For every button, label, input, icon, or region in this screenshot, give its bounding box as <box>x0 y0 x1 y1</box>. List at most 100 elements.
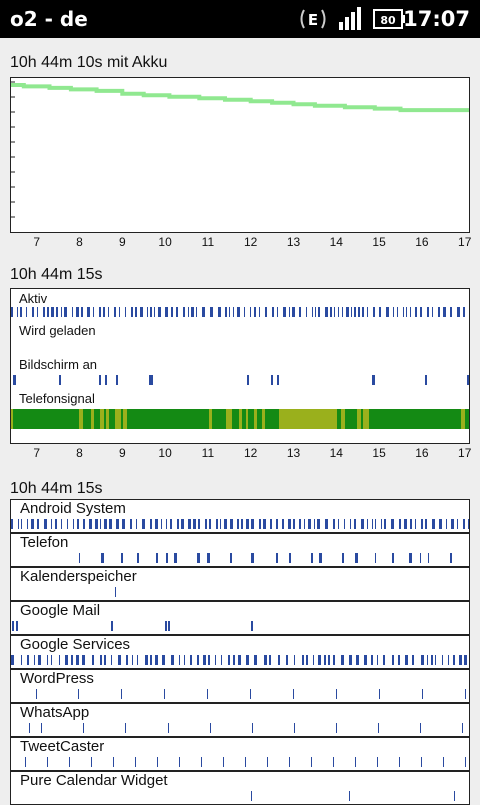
activity-mark <box>306 655 308 665</box>
activity-mark <box>362 307 364 317</box>
activity-mark <box>342 307 343 317</box>
battery-chart-svg <box>11 81 469 218</box>
battery-chart <box>10 77 470 233</box>
activity-mark <box>43 307 45 317</box>
activity-mark <box>44 519 47 529</box>
app-row[interactable]: Telefon <box>10 533 470 567</box>
signal-segment <box>121 409 123 429</box>
activity-mark <box>420 553 421 563</box>
activity-mark <box>18 519 19 529</box>
activity-mark <box>233 307 234 317</box>
clock: 17:07 <box>403 7 470 31</box>
activity-mark <box>51 307 54 317</box>
activity-mark <box>244 307 245 317</box>
app-row[interactable]: Kalenderspeicher <box>10 567 470 601</box>
app-name: WordPress <box>20 670 94 687</box>
activity-mark <box>349 655 352 665</box>
activity-mark <box>333 757 334 767</box>
activity-mark <box>136 519 137 529</box>
activity-mark <box>467 375 469 385</box>
activity-mark <box>443 307 446 317</box>
activity-mark <box>83 723 84 733</box>
activity-mark <box>356 655 359 665</box>
activity-mark <box>289 307 290 317</box>
activity-mark <box>135 307 137 317</box>
app-row[interactable]: WhatsApp <box>10 703 470 737</box>
activity-mark <box>354 519 356 529</box>
activity-mark <box>111 655 112 665</box>
activity-mark <box>259 307 260 317</box>
activity-mark <box>83 519 85 529</box>
activity-mark <box>221 655 222 665</box>
activity-mark <box>383 655 385 665</box>
activity-mark <box>288 519 291 529</box>
activity-mark <box>468 519 469 529</box>
activity-mark <box>233 655 235 665</box>
activity-mark <box>459 655 462 665</box>
x-tick-label: 14 <box>329 235 343 249</box>
app-row[interactable]: Pure Calendar Widget <box>10 771 470 805</box>
signal-segment <box>357 409 361 429</box>
app-activity-track <box>11 621 469 631</box>
activity-mark <box>427 655 428 665</box>
signal-segment <box>109 409 115 429</box>
x-tick-label: 7 <box>33 235 41 249</box>
activity-mark <box>315 307 316 317</box>
activity-mark <box>386 307 389 317</box>
activity-mark <box>11 519 13 529</box>
activity-mark <box>443 757 444 767</box>
activity-mark <box>294 655 295 665</box>
app-row[interactable]: Google Mail <box>10 601 470 635</box>
activity-mark <box>263 519 266 529</box>
activity-mark <box>397 307 398 317</box>
activity-mark <box>254 655 257 665</box>
x-tick-label: 17 <box>458 235 472 249</box>
activity-mark <box>11 655 14 665</box>
activity-mark <box>246 519 249 529</box>
activity-mark <box>100 655 102 665</box>
activity-mark <box>210 723 211 733</box>
activity-mark <box>36 689 37 699</box>
activity-mark <box>177 519 179 529</box>
activity-mark <box>292 307 295 317</box>
activity-mark <box>196 307 197 317</box>
signal-segment <box>115 409 121 429</box>
activity-mark <box>377 757 378 767</box>
activity-mark <box>251 621 253 631</box>
activity-mark <box>168 723 169 733</box>
activity-mark <box>21 655 22 665</box>
signal-segment <box>212 409 226 429</box>
activity-mark <box>21 519 22 529</box>
app-row[interactable]: Google Services <box>10 635 470 669</box>
activity-mark <box>392 655 394 665</box>
activity-mark <box>333 655 335 665</box>
app-row[interactable]: WordPress <box>10 669 470 703</box>
activity-mark <box>109 519 112 529</box>
activity-mark <box>77 519 79 529</box>
activity-mark <box>71 655 73 665</box>
activity-mark <box>241 519 243 529</box>
activity-mark <box>420 307 422 317</box>
activity-mark <box>372 519 373 529</box>
app-row[interactable]: Android System <box>10 499 470 533</box>
activity-mark <box>168 621 170 631</box>
activity-mark <box>142 519 145 529</box>
activity-mark <box>135 757 136 767</box>
activity-mark <box>355 757 356 767</box>
activity-mark <box>272 307 274 317</box>
app-activity-track <box>11 757 469 767</box>
activity-mark <box>11 307 13 317</box>
activity-mark <box>100 519 101 529</box>
x-tick-label: 12 <box>244 235 258 249</box>
activity-label-charging: Wird geladen <box>19 323 96 338</box>
signal-segment <box>226 409 232 429</box>
activity-mark <box>147 307 148 317</box>
activity-mark <box>289 757 290 767</box>
activity-mark <box>384 519 386 529</box>
app-row[interactable]: TweetCaster <box>10 737 470 771</box>
activity-mark <box>82 655 85 665</box>
activity-mark <box>294 723 295 733</box>
activity-mark <box>56 307 58 317</box>
activity-mark <box>190 655 192 665</box>
app-activity-track <box>11 655 469 665</box>
